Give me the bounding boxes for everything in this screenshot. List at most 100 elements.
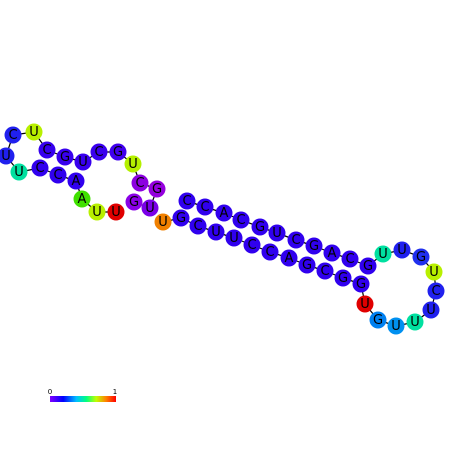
nucleotide-label: C — [182, 194, 191, 209]
nucleotide-label: U — [410, 315, 420, 330]
nucleotide — [196, 198, 214, 216]
nucleotide — [67, 172, 85, 190]
nucleotide — [49, 166, 67, 184]
nucleotide — [359, 257, 377, 275]
nucleotide — [412, 248, 430, 266]
nucleotide-label: U — [397, 243, 407, 258]
nucleotide — [107, 203, 125, 221]
nucleotide-label: G — [176, 211, 186, 226]
nucleotide — [10, 163, 28, 181]
nucleotide-label: A — [328, 246, 337, 261]
nucleotide — [323, 244, 341, 262]
nucleotide — [305, 237, 323, 255]
nucleotide — [74, 153, 92, 171]
nucleotide — [88, 203, 106, 221]
nucleotide — [251, 218, 269, 236]
nucleotide — [38, 141, 56, 159]
nucleotide-label: A — [285, 251, 294, 266]
nucleotide-label: U — [111, 205, 121, 220]
nucleotide-label: U — [92, 205, 102, 220]
nucleotide — [148, 180, 166, 198]
nucleotide-label: G — [338, 271, 348, 286]
nucleotide-label: C — [135, 176, 144, 191]
nucleotide-label: U — [378, 247, 388, 262]
nucleotide-label: U — [128, 157, 138, 172]
nucleotide-label: U — [78, 155, 88, 170]
nucleotide — [422, 301, 440, 319]
nucleotide-label: G — [356, 277, 366, 292]
nucleotide — [172, 209, 190, 227]
nucleotide-label: G — [129, 195, 139, 210]
nucleotide — [131, 174, 149, 192]
nucleotide — [109, 143, 127, 161]
nucleotide — [125, 193, 143, 211]
nucleotide-label: A — [78, 192, 87, 207]
nucleotide — [124, 155, 142, 173]
nucleotide-label: C — [35, 161, 44, 176]
nucleotide-label: C — [345, 252, 354, 267]
nucleotide — [287, 231, 305, 249]
nucleotide — [280, 249, 298, 267]
color-scale — [50, 396, 116, 402]
nucleotide — [207, 223, 225, 241]
nucleotide-label: C — [431, 284, 440, 299]
nucleotide — [141, 199, 159, 217]
nucleotide-label: U — [211, 225, 221, 240]
nucleotide-label: U — [145, 201, 155, 216]
nucleotide — [90, 143, 108, 161]
nucleotide-label: C — [320, 264, 329, 279]
nucleotide — [334, 269, 352, 287]
nucleotide — [56, 148, 74, 166]
nucleotide-label: U — [29, 125, 39, 140]
nucleotide — [356, 295, 374, 313]
nucleotide — [406, 313, 424, 331]
nucleotide-label: C — [200, 200, 209, 215]
nucleotide — [232, 211, 250, 229]
nucleotide-label: U — [14, 165, 24, 180]
nucleotide-label: U — [1, 149, 11, 164]
nucleotide-label: G — [302, 258, 312, 273]
nucleotide-label: U — [360, 297, 370, 312]
nucleotide — [268, 224, 286, 242]
nucleotide — [73, 190, 91, 208]
nucleotide — [243, 236, 261, 254]
scale-min: 0 — [48, 388, 52, 396]
nucleotide — [316, 262, 334, 280]
nucleotide — [387, 317, 405, 335]
nucleotide-label: C — [236, 213, 245, 228]
nucleotide-label: G — [309, 239, 319, 254]
nucleotide — [31, 159, 49, 177]
nucleotide — [298, 256, 316, 274]
nucleotide — [25, 123, 43, 141]
nucleotide-label: C — [94, 145, 103, 160]
nucleotide-label: G — [60, 150, 70, 165]
nucleotide — [393, 241, 411, 259]
nucleotide — [427, 282, 445, 300]
nucleotide-label: U — [158, 215, 168, 230]
nucleotide — [352, 275, 370, 293]
scale-max: 1 — [113, 388, 117, 396]
nucleotide-label: G — [373, 313, 383, 328]
nucleotide-label: C — [53, 168, 62, 183]
nucleotide-label: C — [265, 245, 274, 260]
nucleotide-label: G — [255, 220, 265, 235]
nucleotide — [225, 229, 243, 247]
nucleotide-label: G — [113, 145, 123, 160]
nucleotide-label: A — [220, 206, 229, 221]
nucleotide-label: C — [193, 219, 202, 234]
nucleotide — [215, 204, 233, 222]
nucleotide — [369, 311, 387, 329]
nucleotide-label: G — [363, 259, 373, 274]
nucleotide-label: A — [72, 174, 81, 189]
nucleotide — [425, 263, 443, 281]
nucleotide-label: C — [247, 238, 256, 253]
nucleotide-label: U — [391, 319, 401, 334]
nucleotide-label: G — [416, 250, 426, 265]
nucleotide-label: C — [8, 128, 17, 143]
nucleotide — [261, 243, 279, 261]
nucleotide — [341, 250, 359, 268]
nucleotide — [4, 126, 22, 144]
nucleotide-label: C — [291, 233, 300, 248]
